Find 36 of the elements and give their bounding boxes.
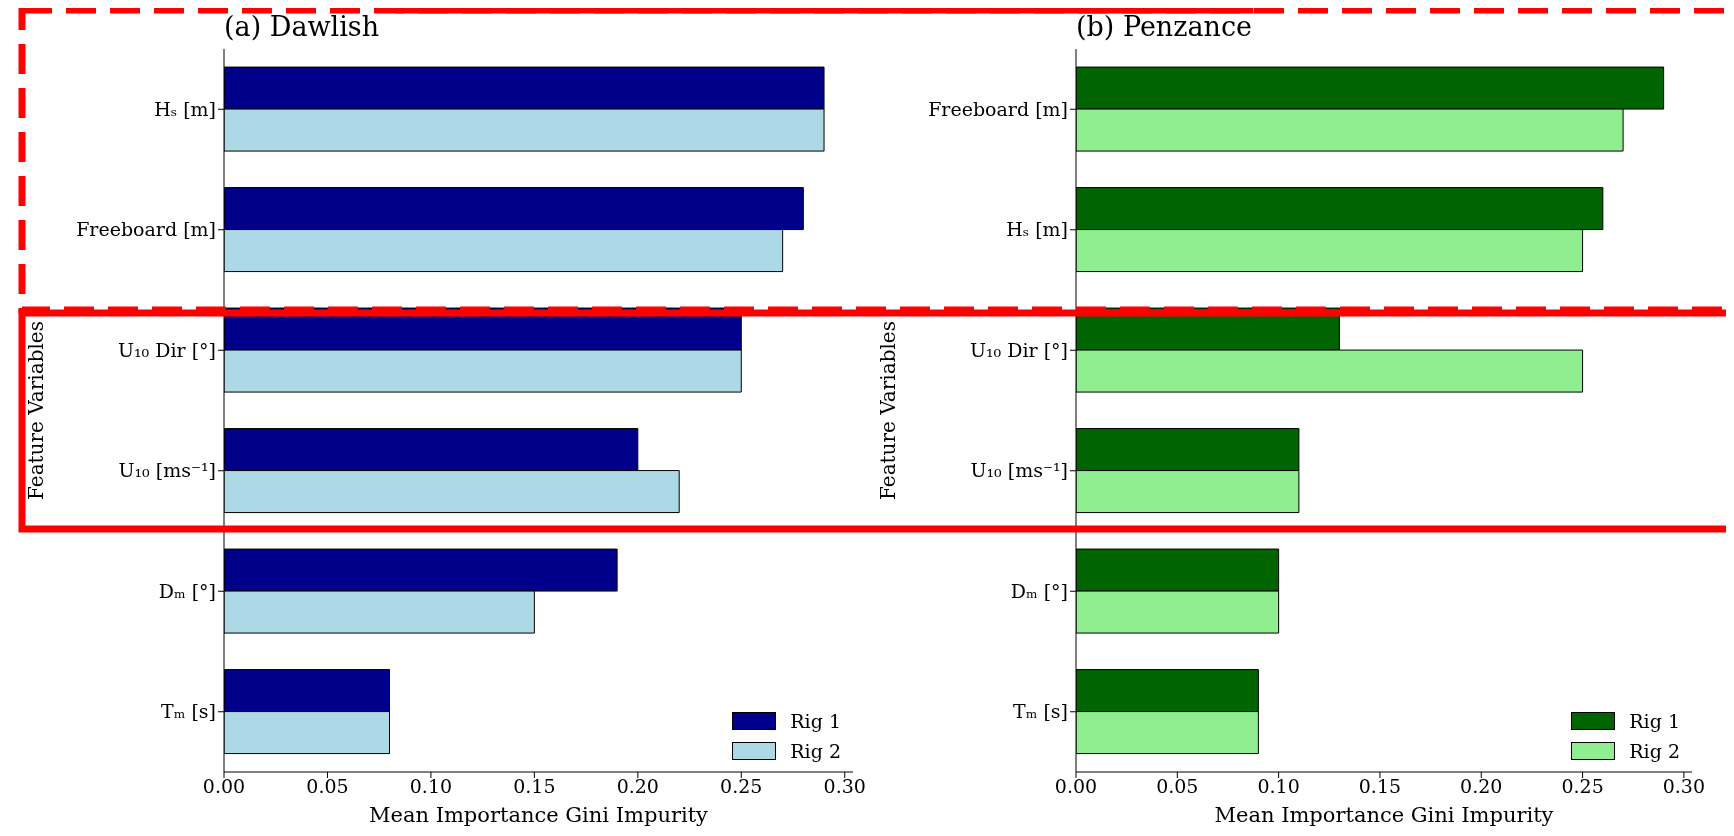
x-tick-label: 0.00 — [202, 775, 246, 798]
x-tick-label: 0.20 — [1460, 775, 1503, 798]
y-tick-label: Freeboard [m] — [928, 98, 1068, 120]
y-tick-label: Tₘ [s] — [161, 700, 216, 723]
y-tick-label: Hₛ [m] — [1006, 218, 1068, 241]
x-tick-label: 0.25 — [720, 775, 763, 798]
legend-label: Rig 1 — [1629, 710, 1680, 732]
y-tick-label: Tₘ [s] — [1013, 700, 1068, 723]
y-axis-title: Feature Variables — [876, 321, 901, 500]
chart-title: (a) Dawlish — [224, 10, 380, 44]
x-tick-label: 0.20 — [616, 775, 659, 798]
x-tick-label: 0.10 — [409, 775, 453, 798]
x-tick-label: 0.30 — [1662, 775, 1706, 798]
y-tick-label: Dₘ [°] — [1010, 579, 1068, 602]
x-tick-label: 0.30 — [823, 775, 866, 798]
x-tick-label: 0.25 — [1561, 775, 1604, 798]
y-axis-title: Feature Variables — [24, 321, 49, 500]
y-tick-label: U₁₀ Dir [°] — [969, 338, 1068, 361]
x-tick-label: 0.15 — [513, 775, 556, 798]
legend-label: Rig 2 — [790, 740, 841, 762]
x-axis-title: Mean Importance Gini Impurity — [1214, 803, 1554, 827]
y-tick-label: U₁₀ Dir [°] — [117, 338, 216, 361]
y-tick-label: U₁₀ [ms⁻¹] — [118, 459, 216, 482]
y-tick-label: Dₘ [°] — [158, 579, 216, 602]
y-tick-label: Freeboard [m] — [76, 218, 216, 241]
x-axis-title: Mean Importance Gini Impurity — [369, 803, 709, 827]
chart-title: (b) Penzance — [1076, 10, 1253, 44]
y-tick-label: U₁₀ [ms⁻¹] — [970, 459, 1068, 482]
legend-label: Rig 1 — [790, 710, 841, 732]
legend-label: Rig 2 — [1629, 740, 1680, 762]
x-tick-label: 0.00 — [1054, 775, 1098, 798]
x-tick-label: 0.05 — [306, 775, 349, 798]
x-tick-label: 0.15 — [1358, 775, 1402, 798]
x-tick-label: 0.10 — [1257, 775, 1300, 798]
y-tick-label: Hₛ [m] — [154, 98, 216, 120]
x-tick-label: 0.05 — [1156, 775, 1199, 798]
